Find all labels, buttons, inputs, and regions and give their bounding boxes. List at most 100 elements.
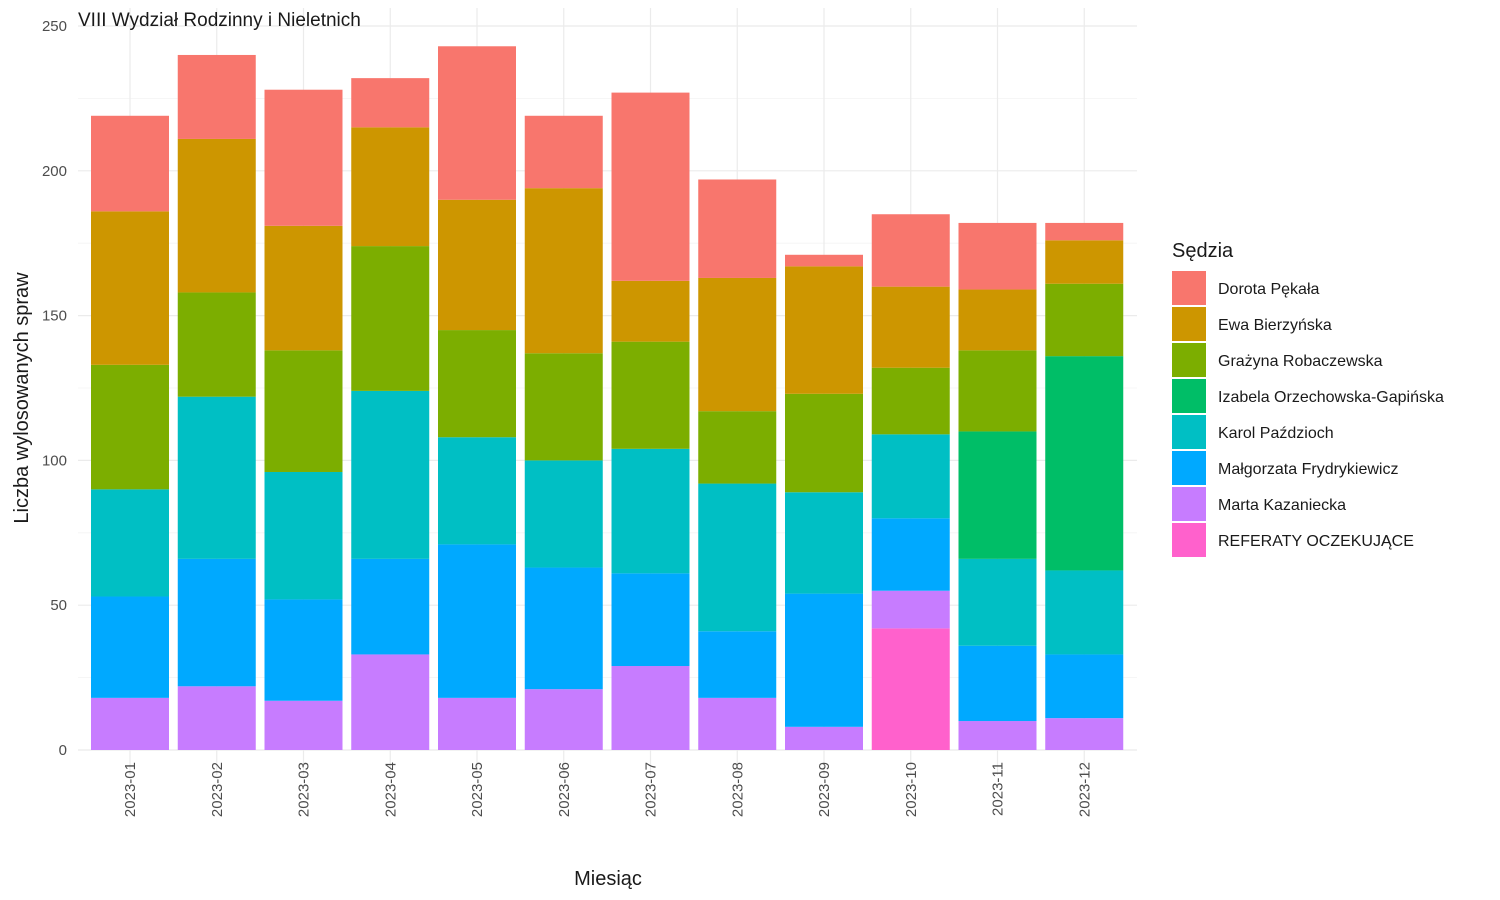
bar-segment: [958, 558, 1037, 646]
bar-segment: [698, 179, 777, 278]
x-tick-label: 2023-05: [469, 762, 486, 817]
x-tick-label: 2023-10: [903, 762, 920, 817]
bar-segment: [438, 697, 516, 750]
bar-segment: [351, 558, 430, 655]
x-tick-label: 2023-06: [556, 762, 573, 817]
x-tick-label: 2023-01: [122, 762, 139, 817]
legend-swatch: [1172, 379, 1206, 413]
bar-segment: [91, 364, 169, 490]
bar-segment: [785, 254, 863, 267]
bar-segment: [177, 558, 256, 687]
bar-segment: [438, 437, 516, 545]
legend-label: Małgorzata Frydrykiewicz: [1218, 461, 1398, 478]
bar-segment: [524, 353, 603, 461]
bar-segment: [871, 367, 950, 435]
x-tick-label: 2023-07: [643, 762, 660, 817]
legend-label: Izabela Orzechowska-Gapińska: [1218, 389, 1444, 406]
bar-segment: [785, 492, 863, 594]
bar-segment: [351, 246, 430, 391]
bar-segment: [177, 292, 256, 397]
legend-label: Grażyna Robaczewska: [1218, 353, 1383, 370]
bar-segment: [698, 277, 777, 412]
bar-segment: [91, 211, 169, 365]
bar-segment: [785, 266, 863, 394]
legend-swatch: [1172, 415, 1206, 449]
legend-swatch: [1172, 271, 1206, 305]
legend-label: Ewa Bierzyńska: [1218, 317, 1332, 334]
legend-label: Marta Kazaniecka: [1218, 497, 1346, 514]
bar-segment: [264, 225, 343, 351]
bar-segment: [177, 686, 256, 750]
x-tick-label: 2023-08: [729, 762, 746, 817]
legend-label: REFERATY OCZEKUJĄCE: [1218, 533, 1414, 550]
y-axis-title: Liczba wylosowanych spraw: [11, 272, 33, 524]
bar-segment: [438, 46, 516, 200]
x-tick-label: 2023-03: [296, 762, 313, 817]
x-axis-ticks: 2023-01 2023-02 2023-03 2023-04 2023-05 2023-…: [122, 762, 1093, 817]
bar-segment: [264, 350, 343, 472]
bar-segment: [1045, 283, 1124, 357]
bar-segment: [438, 544, 516, 698]
x-tick-label: 2023-11: [990, 762, 1007, 816]
bar-segment: [264, 599, 343, 701]
bar-segment: [524, 460, 603, 568]
bar-segment: [958, 350, 1037, 432]
bar-segment: [958, 431, 1037, 559]
bar-segment: [1045, 356, 1124, 571]
y-tick-label: 150: [42, 308, 67, 325]
legend-title: Sędzia: [1172, 240, 1234, 262]
bar-segment: [91, 596, 169, 698]
bar-segment: [524, 689, 603, 750]
bar-segment: [351, 654, 430, 750]
legend-items: Dorota Pękała Ewa Bierzyńska Grażyna Robac…: [1172, 271, 1444, 557]
legend-swatch: [1172, 523, 1206, 557]
bar-segment: [698, 411, 777, 484]
bar-segment: [264, 471, 343, 600]
bar-segment: [871, 518, 950, 591]
bar-segment: [264, 89, 343, 226]
bar-segment: [524, 115, 603, 189]
bar-segment: [958, 222, 1037, 290]
bar-segment: [1045, 654, 1124, 719]
bar-segment: [351, 390, 430, 559]
bar-segment: [91, 697, 169, 750]
bar-segment: [958, 645, 1037, 722]
legend-swatch: [1172, 343, 1206, 377]
y-tick-label: 50: [50, 597, 67, 614]
bar-segment: [871, 214, 950, 287]
bar-segment: [958, 721, 1037, 750]
bar-segment: [91, 489, 169, 597]
bar-segment: [611, 92, 690, 281]
x-tick-label: 2023-02: [209, 762, 226, 817]
y-tick-label: 100: [42, 452, 67, 469]
legend-swatch: [1172, 307, 1206, 341]
legend-label: Dorota Pękała: [1218, 281, 1319, 298]
bar-segment: [698, 483, 777, 632]
bar-segment: [351, 78, 430, 128]
bar-segment: [698, 631, 777, 698]
bar-segment: [351, 127, 430, 247]
bar-segment: [1045, 240, 1124, 284]
legend: Sędzia Dorota Pękała Ewa Bierzyńska Grażyn…: [1172, 240, 1444, 557]
bar-segment: [785, 393, 863, 493]
x-tick-label: 2023-09: [816, 762, 833, 817]
bar-segment: [91, 115, 169, 212]
bar-segment: [611, 280, 690, 342]
x-tick-label: 2023-04: [382, 762, 399, 817]
bar-segment: [871, 434, 950, 519]
bars: [91, 46, 1124, 750]
bar-segment: [698, 697, 777, 750]
bar-segment: [177, 138, 256, 293]
bar-segment: [177, 396, 256, 559]
bar-segment: [1045, 222, 1124, 241]
bar-segment: [438, 199, 516, 331]
bar-segment: [524, 567, 603, 690]
x-tick-label: 2023-12: [1076, 762, 1093, 817]
bar-segment: [611, 448, 690, 574]
y-tick-label: 200: [42, 163, 67, 180]
legend-label: Karol Paździoch: [1218, 425, 1334, 442]
bar-segment: [524, 188, 603, 354]
bar-segment: [871, 628, 950, 750]
x-axis-title: Miesiąc: [574, 868, 642, 890]
legend-swatch: [1172, 451, 1206, 485]
